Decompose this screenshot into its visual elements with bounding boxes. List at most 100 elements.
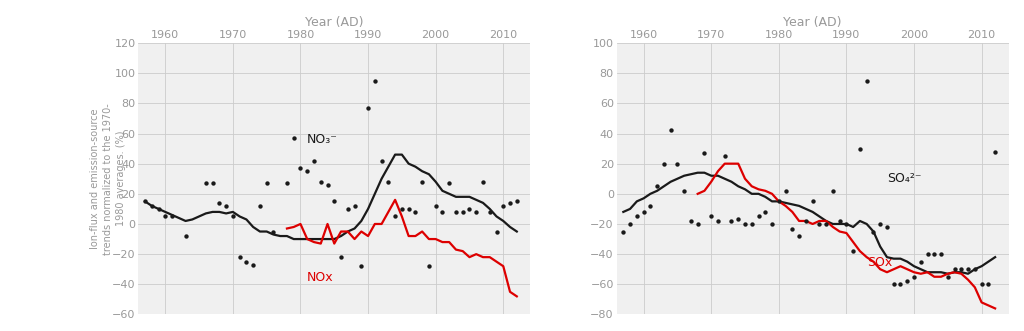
Point (468, 209, 484, 214)
Point (622, 221, 638, 227)
Point (353, 263, 370, 269)
Point (757, 209, 773, 214)
Point (886, 282, 902, 287)
Point (427, 203, 443, 209)
Point (488, 229, 505, 234)
Point (946, 266, 963, 272)
Point (441, 181, 458, 186)
Point (831, 218, 848, 224)
Point (421, 263, 437, 269)
Text: NO₃⁻: NO₃⁻ (307, 132, 338, 146)
X-axis label: Year (AD): Year (AD) (783, 16, 842, 29)
Point (461, 206, 477, 212)
Point (286, 135, 302, 141)
Point (143, 203, 160, 209)
Y-axis label: Ion-flux and emission-source
trends normalized to the 1970-
1980 averages. (%): Ion-flux and emission-source trends norm… (89, 103, 126, 255)
Point (879, 224, 895, 230)
Point (434, 209, 451, 214)
Point (279, 181, 295, 186)
Point (670, 161, 686, 166)
Point (892, 282, 908, 287)
Point (717, 154, 733, 159)
X-axis label: Year (AD): Year (AD) (305, 16, 364, 29)
Point (151, 206, 167, 212)
Point (872, 221, 889, 227)
Point (980, 282, 996, 287)
Point (374, 158, 390, 163)
Point (245, 262, 261, 267)
Point (824, 188, 841, 193)
Point (299, 168, 315, 174)
Point (367, 78, 383, 83)
Point (899, 279, 915, 284)
Point (805, 199, 821, 204)
Point (649, 184, 666, 189)
Point (959, 266, 976, 272)
Point (689, 221, 706, 227)
Point (839, 221, 855, 227)
Point (218, 203, 234, 209)
Point (495, 203, 511, 209)
Point (912, 259, 929, 264)
Point (737, 221, 754, 227)
Point (777, 188, 794, 193)
Point (306, 158, 323, 163)
Point (642, 203, 658, 209)
Point (239, 259, 255, 264)
Point (615, 229, 632, 234)
Point (224, 214, 241, 219)
Point (676, 188, 692, 193)
Point (481, 209, 498, 214)
Point (258, 181, 274, 186)
Point (730, 217, 746, 222)
Point (811, 221, 827, 227)
Point (408, 209, 424, 214)
Point (696, 151, 713, 156)
Point (845, 249, 861, 254)
Point (252, 203, 268, 209)
Point (292, 166, 308, 171)
Point (312, 179, 329, 184)
Point (475, 179, 492, 184)
Point (967, 266, 983, 272)
Point (326, 199, 342, 204)
Point (198, 181, 214, 186)
Point (319, 182, 336, 187)
Point (683, 218, 699, 224)
Point (663, 128, 679, 133)
Point (926, 252, 942, 257)
Point (906, 274, 923, 279)
Point (414, 179, 430, 184)
Point (346, 203, 362, 209)
Point (447, 209, 464, 214)
Point (865, 229, 882, 234)
Point (164, 214, 180, 219)
Point (723, 218, 739, 224)
Point (400, 206, 417, 212)
Point (636, 209, 652, 214)
Point (974, 282, 990, 287)
Point (455, 209, 471, 214)
Point (751, 214, 767, 219)
Point (798, 218, 814, 224)
Point (387, 214, 403, 219)
Point (359, 105, 376, 111)
Point (771, 199, 787, 204)
Point (509, 199, 525, 204)
Point (852, 146, 868, 151)
Point (157, 214, 173, 219)
Point (393, 206, 410, 212)
Point (710, 218, 726, 224)
Point (953, 266, 970, 272)
Point (333, 255, 349, 260)
Text: SOx: SOx (866, 256, 892, 269)
Point (655, 161, 672, 166)
Point (380, 179, 396, 184)
Point (211, 200, 227, 206)
Text: NOx: NOx (307, 271, 334, 284)
Point (743, 221, 760, 227)
Point (177, 233, 194, 239)
Point (137, 199, 154, 204)
Point (340, 206, 356, 212)
Point (940, 274, 956, 279)
